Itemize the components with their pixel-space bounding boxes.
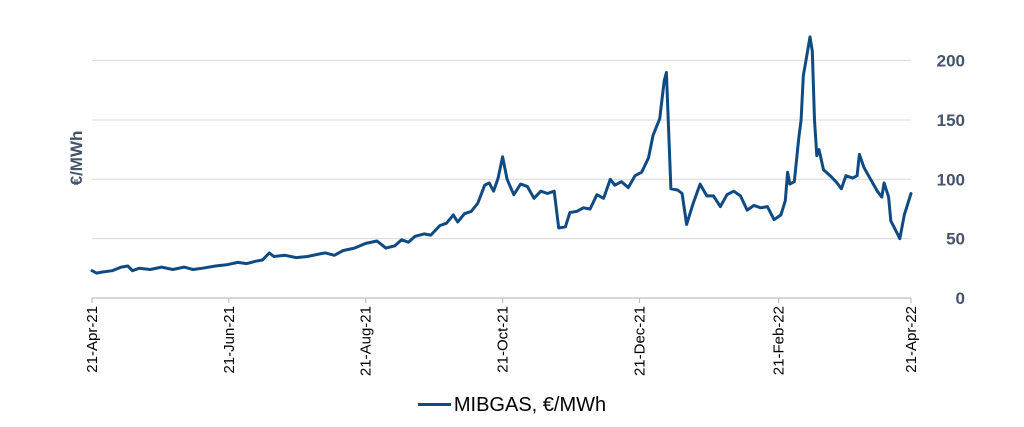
x-tick-labels: 21-Apr-21 21-Jun-21 21-Aug-21 21-Oct-21 21-D… [84,298,920,376]
y-tick-label: 100 [937,170,965,189]
legend-label: MIBGAS, €/MWh [453,394,607,416]
y-tick-label: 0 [956,289,965,308]
y-tick-label: 200 [937,52,965,71]
x-tick-label: 21-Feb-22 [771,306,788,375]
y-axis-label: €/MWh [67,131,86,186]
x-tick-label: 21-Apr-22 [903,306,920,373]
x-tick-label: 21-Jun-21 [221,306,238,374]
y-tick-label: 150 [937,111,965,130]
x-tick-label: 21-Apr-21 [84,306,101,373]
x-tick-label: 21-Dec-21 [631,306,648,376]
x-tick-label: 21-Oct-21 [495,306,512,373]
x-tick-label: 21-Aug-21 [358,306,375,376]
series-line [90,35,913,275]
series-lines [90,35,913,275]
y-tick-label: 50 [946,230,965,249]
legend: MIBGAS, €/MWh [0,394,1024,417]
y-tick-labels: 0 50 100 150 200 [937,52,965,308]
legend-swatch [417,403,451,407]
grid-lines [92,60,911,240]
